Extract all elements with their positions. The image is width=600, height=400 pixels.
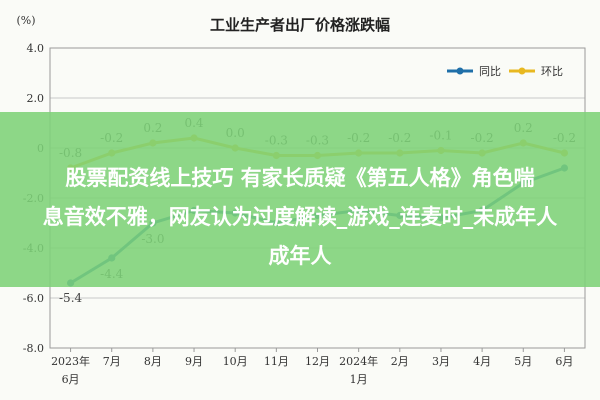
chart-title: 工业生产者出厂价格涨跌幅 <box>210 16 390 34</box>
legend: 同比 环比 <box>447 65 563 78</box>
y-tick-label: 2.0 <box>27 92 45 105</box>
y-tick-label: 4.0 <box>27 42 45 55</box>
x-tick-label: 9月 <box>185 355 203 368</box>
x-tick-label: 6月 <box>555 355 573 368</box>
data-label: -5.4 <box>59 291 83 305</box>
x-tick-label-secondary: 6月 <box>62 373 80 386</box>
legend-swatch-dot <box>518 67 526 75</box>
x-tick-label: 8月 <box>144 355 162 368</box>
overlay-line-1: 股票配资线上技巧 有家长质疑《第五人格》角色喘 <box>65 166 535 190</box>
x-tick-label: 2月 <box>391 355 409 368</box>
x-tick-label: 10月 <box>223 355 248 368</box>
y-tick-label: -8.0 <box>23 342 44 355</box>
x-tick-label: 2024年 <box>339 354 378 368</box>
legend-label: 环比 <box>541 65 563 78</box>
overlay-line-2: 息音效不雅，网友认为过度解读_游戏_连麦时_未成年人 <box>42 205 558 229</box>
y-axis-label: (%) <box>16 14 35 27</box>
x-tick-label: 7月 <box>103 355 121 368</box>
x-tick-label: 3月 <box>432 355 450 368</box>
y-tick-label: -6.0 <box>23 292 44 305</box>
x-tick-label: 4月 <box>473 355 491 368</box>
x-tick-label: 12月 <box>305 355 330 368</box>
x-tick-label: 11月 <box>264 355 289 368</box>
overlay-line-3: 成年人 <box>268 244 332 268</box>
promo-overlay[interactable]: 股票配资线上技巧 有家长质疑《第五人格》角色喘 息音效不雅，网友认为过度解读_游… <box>0 112 600 287</box>
x-tick-label-secondary: 1月 <box>350 373 368 386</box>
legend-label: 同比 <box>479 65 501 78</box>
x-tick-label: 2023年 <box>51 354 90 368</box>
x-tick-label: 5月 <box>514 355 532 368</box>
legend-swatch-dot <box>456 67 464 75</box>
